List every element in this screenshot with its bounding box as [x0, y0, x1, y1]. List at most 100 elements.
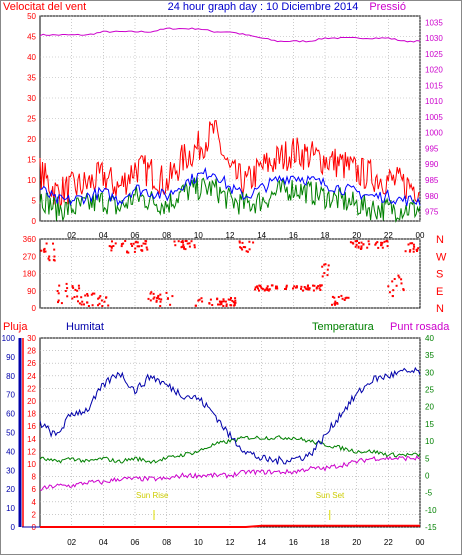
rain-tick-4: 4 [32, 498, 37, 507]
rain-tick-26: 26 [27, 359, 36, 368]
direction-point-57 [91, 292, 94, 295]
pressure-tick-1010: 1010 [425, 97, 443, 106]
direction-point-63 [142, 242, 145, 245]
direction-point-34 [73, 296, 76, 298]
direction-point-259 [340, 294, 343, 297]
wind-x-tick-9: 20 [352, 231, 361, 240]
direction-point-100 [171, 295, 174, 298]
direction-point-84 [130, 242, 133, 245]
humidity-x-tick-10: 22 [384, 538, 393, 547]
direction-point-55 [107, 304, 110, 307]
direction-point-242 [300, 287, 302, 290]
direction-point-219 [258, 284, 261, 287]
direction-point-54 [98, 302, 101, 305]
wind-gust-line [39, 120, 421, 207]
rain-tick-10: 10 [27, 460, 36, 469]
direction-point-48 [80, 303, 83, 306]
grid-layer [40, 15, 421, 528]
humidity-x-tick-9: 20 [352, 538, 361, 547]
humidity-tick-100: 100 [2, 334, 16, 343]
direction-point-233 [293, 285, 296, 288]
direction-point-172 [217, 303, 219, 306]
direction-point-51 [81, 300, 84, 303]
wind-x-tick-11: 00 [416, 231, 425, 240]
direction-point-168 [233, 304, 236, 307]
humidity-tick-50: 50 [6, 429, 15, 438]
wind-x-tick-3: 08 [162, 231, 171, 240]
humidity-x-tick-6: 14 [257, 538, 266, 547]
wind-x-tick-8: 18 [321, 231, 330, 240]
direction-point-61 [132, 242, 135, 245]
direction-point-329 [412, 247, 415, 250]
direction-point-53 [83, 303, 85, 306]
direction-point-232 [275, 286, 278, 289]
direction-point-6 [43, 248, 45, 251]
direction-point-273 [347, 296, 350, 299]
direction-point-14 [64, 290, 67, 292]
direction-point-159 [222, 298, 225, 301]
direction-point-154 [208, 302, 211, 305]
temp-tick-5: 5 [425, 454, 430, 463]
sun-rise-label: Sun Rise [136, 491, 169, 500]
direction-point-293 [362, 243, 365, 246]
direction-point-235 [319, 284, 322, 287]
direction-point-266 [331, 295, 334, 298]
direction-point-169 [216, 298, 219, 301]
direction-point-75 [135, 240, 138, 243]
direction-point-132 [188, 242, 191, 245]
direction-point-117 [184, 248, 187, 251]
direction-point-142 [234, 299, 237, 302]
compass-N-0: N [436, 234, 444, 246]
direction-point-26 [76, 289, 79, 292]
direction-point-309 [392, 289, 395, 292]
temp-tick-20: 20 [425, 403, 434, 412]
direction-point-43 [105, 296, 107, 299]
direction-point-131 [183, 246, 185, 249]
direction-point-37 [98, 296, 101, 299]
direction-point-156 [230, 304, 233, 307]
direction-point-47 [91, 304, 94, 307]
direction-point-134 [184, 240, 187, 242]
direction-point-69 [138, 245, 140, 248]
direction-point-274 [354, 240, 357, 243]
direction-point-300 [366, 246, 369, 249]
direction-point-65 [110, 245, 113, 248]
direction-point-121 [182, 244, 185, 247]
direction-point-165 [233, 302, 236, 305]
direction-point-144 [227, 298, 230, 301]
direction-point-112 [159, 293, 162, 296]
humidity-tick-40: 40 [6, 447, 15, 456]
direction-point-313 [388, 291, 391, 294]
direction-point-276 [381, 241, 384, 244]
direction-point-270 [345, 296, 348, 299]
direction-point-189 [306, 285, 309, 288]
direction-point-111 [149, 299, 152, 302]
pressure-tick-1015: 1015 [425, 81, 443, 90]
direction-point-13 [48, 255, 51, 258]
direction-point-194 [265, 287, 268, 290]
temp-tick-35: 35 [425, 351, 434, 360]
temp-tick-30: 30 [425, 368, 434, 377]
direction-point-82 [126, 250, 129, 253]
direction-point-30 [57, 301, 59, 304]
chart-title: 24 hour graph day : 10 Diciembre 2014 [168, 1, 359, 13]
wind-tick-45: 45 [27, 33, 36, 42]
wind-tick-30: 30 [27, 94, 36, 103]
direction-point-72 [120, 243, 123, 246]
direction-point-295 [349, 241, 352, 244]
direction-point-129 [190, 240, 193, 243]
direction-point-247 [263, 289, 266, 292]
pressure-tick-990: 990 [425, 160, 439, 169]
direction-point-118 [181, 240, 184, 242]
humidity-x-tick-11: 00 [416, 538, 425, 547]
rain-tick-24: 24 [27, 372, 36, 381]
direction-point-66 [122, 242, 125, 245]
temperature-label: Temperatura [312, 321, 375, 333]
rain-tick-8: 8 [32, 473, 37, 482]
direction-point-162 [211, 304, 214, 306]
direction-point-244 [256, 285, 259, 288]
direction-point-301 [383, 240, 386, 243]
direction-point-213 [276, 287, 279, 290]
